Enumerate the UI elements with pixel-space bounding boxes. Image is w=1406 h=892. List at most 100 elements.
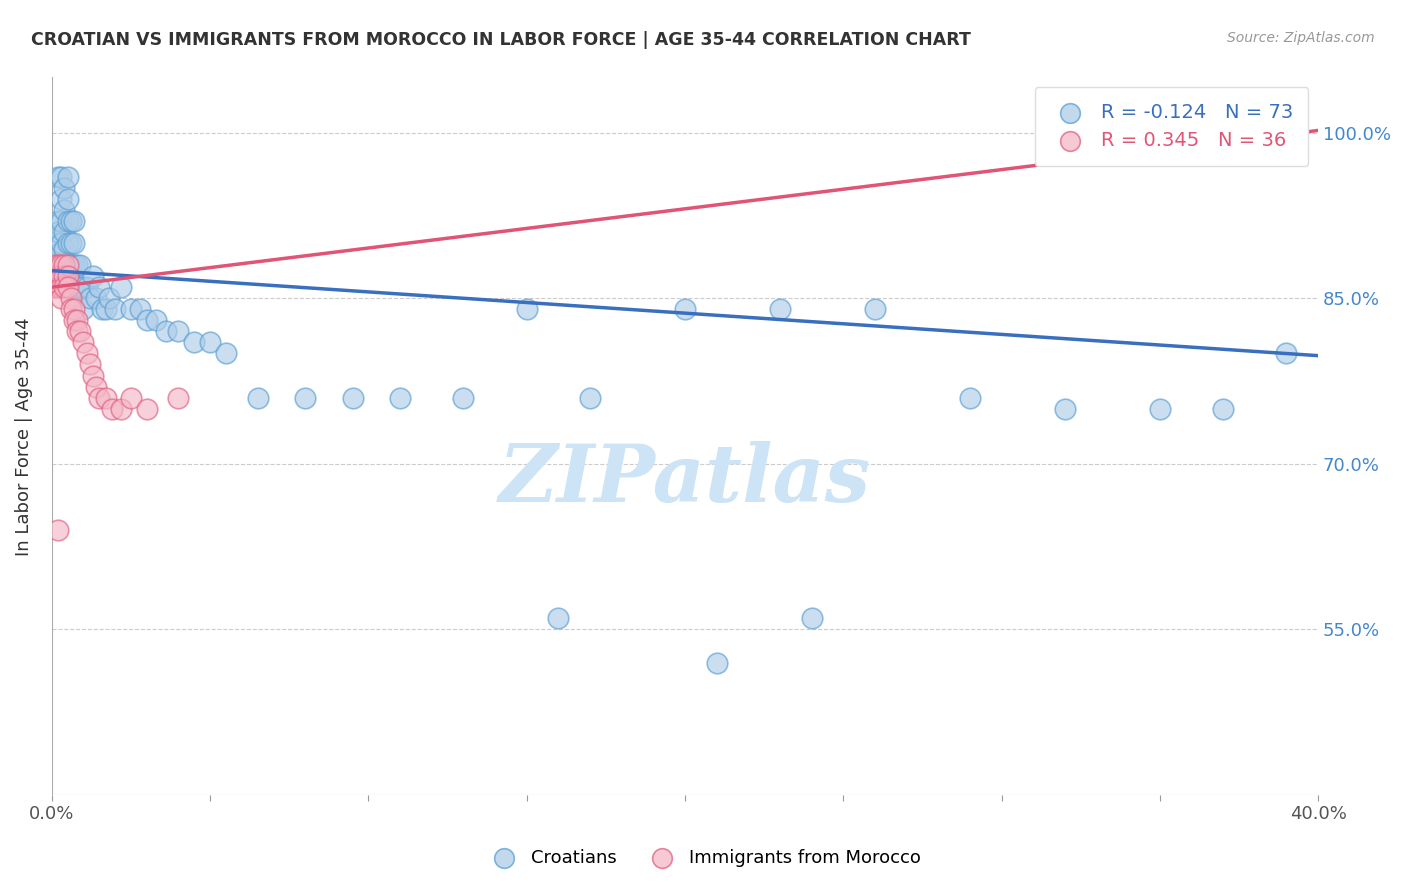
Point: [59, 214, 82, 228]
Point: [53, 263, 76, 277]
Point: [46, 269, 69, 284]
Point: [51, 214, 73, 228]
Point: [167, 391, 190, 405]
Point: [294, 391, 316, 405]
Point: [59, 258, 82, 272]
Point: [53, 258, 76, 272]
Y-axis label: In Labor Force | Age 35-44: In Labor Force | Age 35-44: [15, 317, 32, 556]
Point: [82, 269, 104, 284]
Point: [46, 280, 69, 294]
Point: [53, 202, 76, 217]
Point: [56, 235, 79, 250]
Point: [769, 302, 792, 317]
Point: [63, 258, 86, 272]
Point: [44, 258, 66, 272]
Point: [44, 235, 66, 250]
Point: [66, 324, 89, 338]
Point: [547, 611, 569, 625]
Point: [56, 214, 79, 228]
Point: [101, 401, 124, 416]
Point: [94, 391, 117, 405]
Point: [129, 302, 152, 317]
Point: [69, 258, 91, 272]
Point: [53, 181, 76, 195]
Point: [46, 269, 69, 284]
Point: [79, 291, 101, 305]
Point: [51, 258, 73, 272]
Point: [51, 169, 73, 184]
Point: [246, 391, 269, 405]
Point: [1212, 401, 1234, 416]
Point: [120, 302, 142, 317]
Point: [46, 169, 69, 184]
Point: [59, 291, 82, 305]
Point: [72, 302, 94, 317]
Point: [167, 324, 190, 338]
Point: [53, 280, 76, 294]
Point: [84, 291, 107, 305]
Point: [53, 269, 76, 284]
Point: [516, 302, 538, 317]
Point: [59, 302, 82, 317]
Point: [1149, 401, 1171, 416]
Point: [388, 391, 411, 405]
Point: [215, 346, 238, 360]
Point: [959, 391, 981, 405]
Point: [44, 269, 66, 284]
Point: [46, 225, 69, 239]
Point: [51, 291, 73, 305]
Point: [89, 391, 111, 405]
Point: [800, 611, 823, 625]
Point: [110, 401, 132, 416]
Point: [76, 346, 98, 360]
Point: [155, 324, 177, 338]
Point: [44, 258, 66, 272]
Point: [120, 391, 142, 405]
Point: [53, 225, 76, 239]
Point: [72, 280, 94, 294]
Point: [89, 280, 111, 294]
Point: [51, 280, 73, 294]
Legend: Croatians, Immigrants from Morocco: Croatians, Immigrants from Morocco: [478, 842, 928, 874]
Point: [56, 169, 79, 184]
Point: [56, 258, 79, 272]
Point: [69, 280, 91, 294]
Point: [44, 269, 66, 284]
Text: ZIPatlas: ZIPatlas: [499, 441, 870, 518]
Point: [82, 368, 104, 383]
Point: [76, 280, 98, 294]
Point: [706, 656, 728, 670]
Point: [46, 523, 69, 537]
Point: [56, 258, 79, 272]
Point: [46, 247, 69, 261]
Point: [94, 302, 117, 317]
Text: Source: ZipAtlas.com: Source: ZipAtlas.com: [1227, 31, 1375, 45]
Point: [63, 313, 86, 327]
Point: [51, 258, 73, 272]
Point: [79, 358, 101, 372]
Point: [72, 335, 94, 350]
Point: [44, 280, 66, 294]
Point: [145, 313, 167, 327]
Point: [1275, 346, 1298, 360]
Point: [198, 335, 221, 350]
Point: [110, 280, 132, 294]
Point: [579, 391, 602, 405]
Point: [84, 379, 107, 393]
Point: [63, 302, 86, 317]
Point: [104, 302, 127, 317]
Point: [135, 313, 157, 327]
Point: [97, 291, 120, 305]
Point: [453, 391, 475, 405]
Point: [51, 192, 73, 206]
Point: [1053, 401, 1076, 416]
Point: [56, 192, 79, 206]
Point: [673, 302, 696, 317]
Point: [59, 280, 82, 294]
Point: [51, 235, 73, 250]
Point: [46, 214, 69, 228]
Point: [66, 313, 89, 327]
Point: [91, 302, 114, 317]
Point: [63, 214, 86, 228]
Point: [183, 335, 205, 350]
